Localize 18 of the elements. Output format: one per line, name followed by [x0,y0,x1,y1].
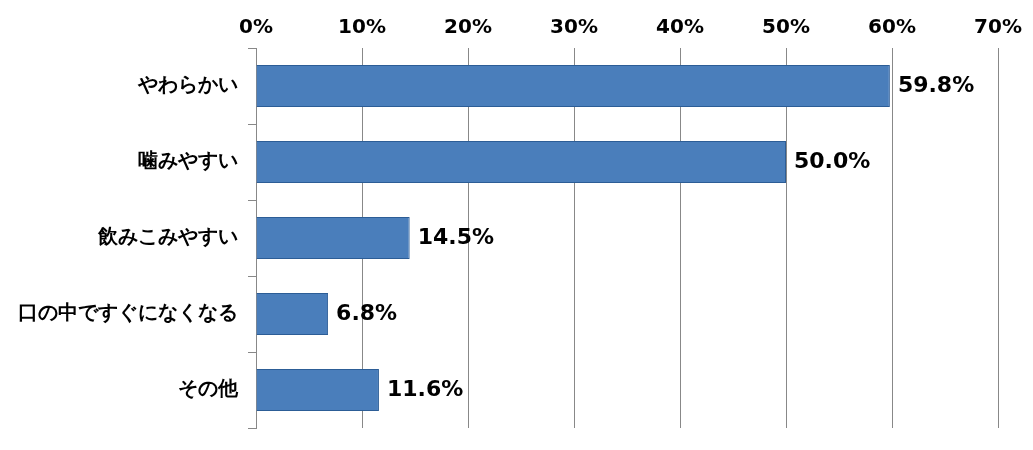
data-label: 14.5% [417,223,495,249]
x-tick-label: 20% [444,14,492,39]
y-tick-label: 飲みこみやすい [97,224,238,249]
data-label: 50.0% [794,147,871,173]
y-tick-label: 口の中ですぐになくなる [18,300,238,325]
x-tick-label: 70% [974,14,1022,39]
data-label: 59.8% [897,71,975,97]
x-tick-label: 10% [338,14,386,39]
y-tick-label: 噛みやすい [138,148,238,173]
y-tick-label: その他 [178,376,239,401]
x-tick-label: 0% [239,14,273,39]
x-tick-label: 50% [762,14,810,39]
x-tick-label: 60% [868,14,916,39]
x-tick-label: 30% [550,14,598,39]
data-label: 6.8% [336,299,398,325]
data-label: 11.6% [386,375,464,401]
x-tick-label: 40% [656,14,704,39]
y-tick-label: やわらかい [137,72,238,97]
